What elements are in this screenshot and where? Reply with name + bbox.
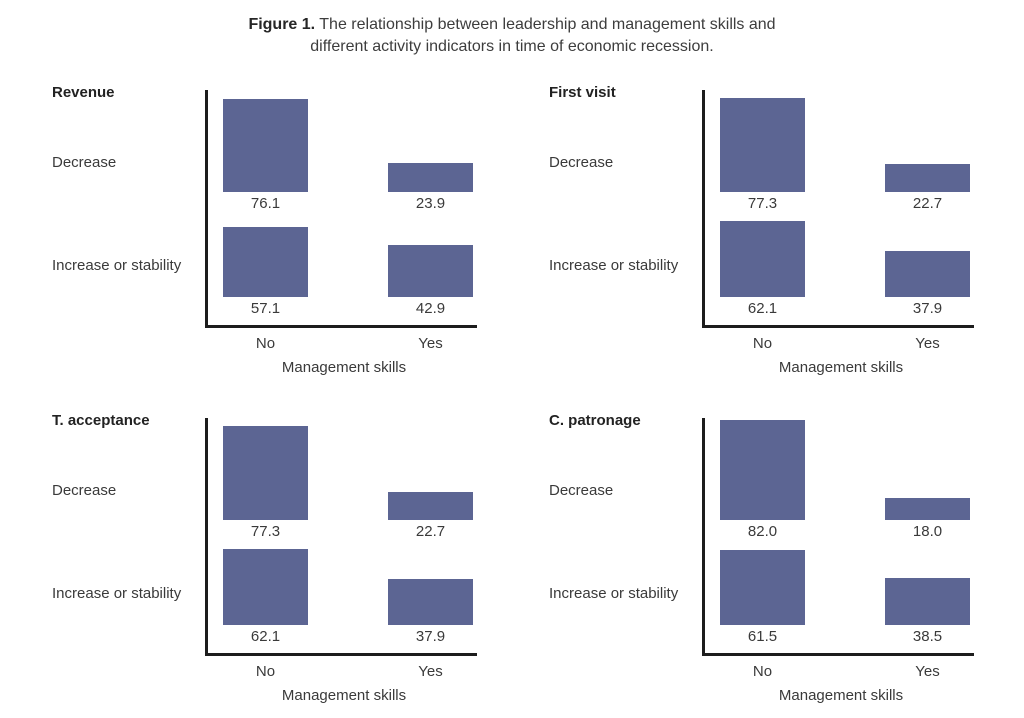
bar-decrease-no	[720, 98, 805, 192]
bar-value-label: 77.3	[250, 523, 281, 540]
row-label-increase-or-stability: Increase or stability	[52, 585, 182, 602]
bar-value-label: 42.9	[415, 300, 446, 317]
x-tick-no: No	[255, 335, 276, 352]
figure-caption-line2: different activity indicators in time of…	[310, 38, 714, 55]
panel-title: First visit	[549, 84, 616, 101]
figure-caption: Figure 1. The relationship between leade…	[0, 14, 1024, 58]
bar-value-label: 38.5	[912, 628, 943, 645]
x-tick-yes: Yes	[915, 335, 940, 352]
bar-increase-no	[223, 549, 308, 625]
x-axis-label: Management skills	[281, 359, 407, 376]
bar-decrease-no	[223, 426, 308, 520]
bar-decrease-yes	[388, 163, 473, 192]
x-axis-label: Management skills	[281, 687, 407, 704]
x-axis-label: Management skills	[778, 687, 904, 704]
row-label-increase-or-stability: Increase or stability	[549, 257, 679, 274]
bar-decrease-yes	[885, 164, 970, 192]
plot-area: 77.3 22.7 62.1 37.9	[702, 90, 974, 328]
bar-decrease-no	[720, 420, 805, 520]
bar-increase-yes	[885, 578, 970, 625]
chart-panel-revenue: Revenue Decrease Increase or stability 7…	[40, 80, 537, 376]
bar-increase-yes	[885, 251, 970, 297]
bar-value-label: 77.3	[747, 195, 778, 212]
bar-value-label: 82.0	[747, 523, 778, 540]
bar-value-label: 23.9	[415, 195, 446, 212]
bar-value-label: 22.7	[415, 523, 446, 540]
x-tick-no: No	[752, 663, 773, 680]
plot-area: 76.1 23.9 57.1 42.9	[205, 90, 477, 328]
panel-title: T. acceptance	[52, 412, 150, 429]
x-tick-yes: Yes	[915, 663, 940, 680]
bar-value-label: 62.1	[747, 300, 778, 317]
x-tick-yes: Yes	[418, 335, 443, 352]
plot-area: 82.0 18.0 61.5 38.5	[702, 418, 974, 656]
bar-increase-no	[720, 221, 805, 297]
bar-value-label: 37.9	[912, 300, 943, 317]
panel-title: C. patronage	[549, 412, 641, 429]
row-label-decrease: Decrease	[549, 154, 614, 171]
row-label-decrease: Decrease	[549, 482, 614, 499]
bar-value-label: 37.9	[415, 628, 446, 645]
row-label-increase-or-stability: Increase or stability	[549, 585, 679, 602]
panel-title: Revenue	[52, 84, 115, 101]
figure-caption-line1: The relationship between leadership and …	[319, 16, 776, 33]
chart-panel-t-acceptance: T. acceptance Decrease Increase or stabi…	[40, 408, 537, 704]
bar-value-label: 61.5	[747, 628, 778, 645]
row-label-decrease: Decrease	[52, 482, 117, 499]
bar-increase-no	[223, 227, 308, 297]
bar-value-label: 62.1	[250, 628, 281, 645]
row-label-increase-or-stability: Increase or stability	[52, 257, 182, 274]
chart-panel-first-visit: First visit Decrease Increase or stabili…	[537, 80, 994, 376]
plot-area: 77.3 22.7 62.1 37.9	[205, 418, 477, 656]
bar-value-label: 76.1	[250, 195, 281, 212]
bar-decrease-yes	[885, 498, 970, 520]
x-tick-no: No	[752, 335, 773, 352]
bar-value-label: 18.0	[912, 523, 943, 540]
bar-decrease-yes	[388, 492, 473, 520]
bar-increase-yes	[388, 579, 473, 625]
x-tick-no: No	[255, 663, 276, 680]
row-label-decrease: Decrease	[52, 154, 117, 171]
bar-value-label: 22.7	[912, 195, 943, 212]
chart-grid: Revenue Decrease Increase or stability 7…	[40, 80, 994, 704]
chart-panel-c-patronage: C. patronage Decrease Increase or stabil…	[537, 408, 994, 704]
figure-caption-label: Figure 1.	[248, 16, 316, 33]
bar-value-label: 57.1	[250, 300, 281, 317]
bar-increase-no	[720, 550, 805, 625]
bar-decrease-no	[223, 99, 308, 192]
x-tick-yes: Yes	[418, 663, 443, 680]
x-axis-label: Management skills	[778, 359, 904, 376]
bar-increase-yes	[388, 245, 473, 297]
